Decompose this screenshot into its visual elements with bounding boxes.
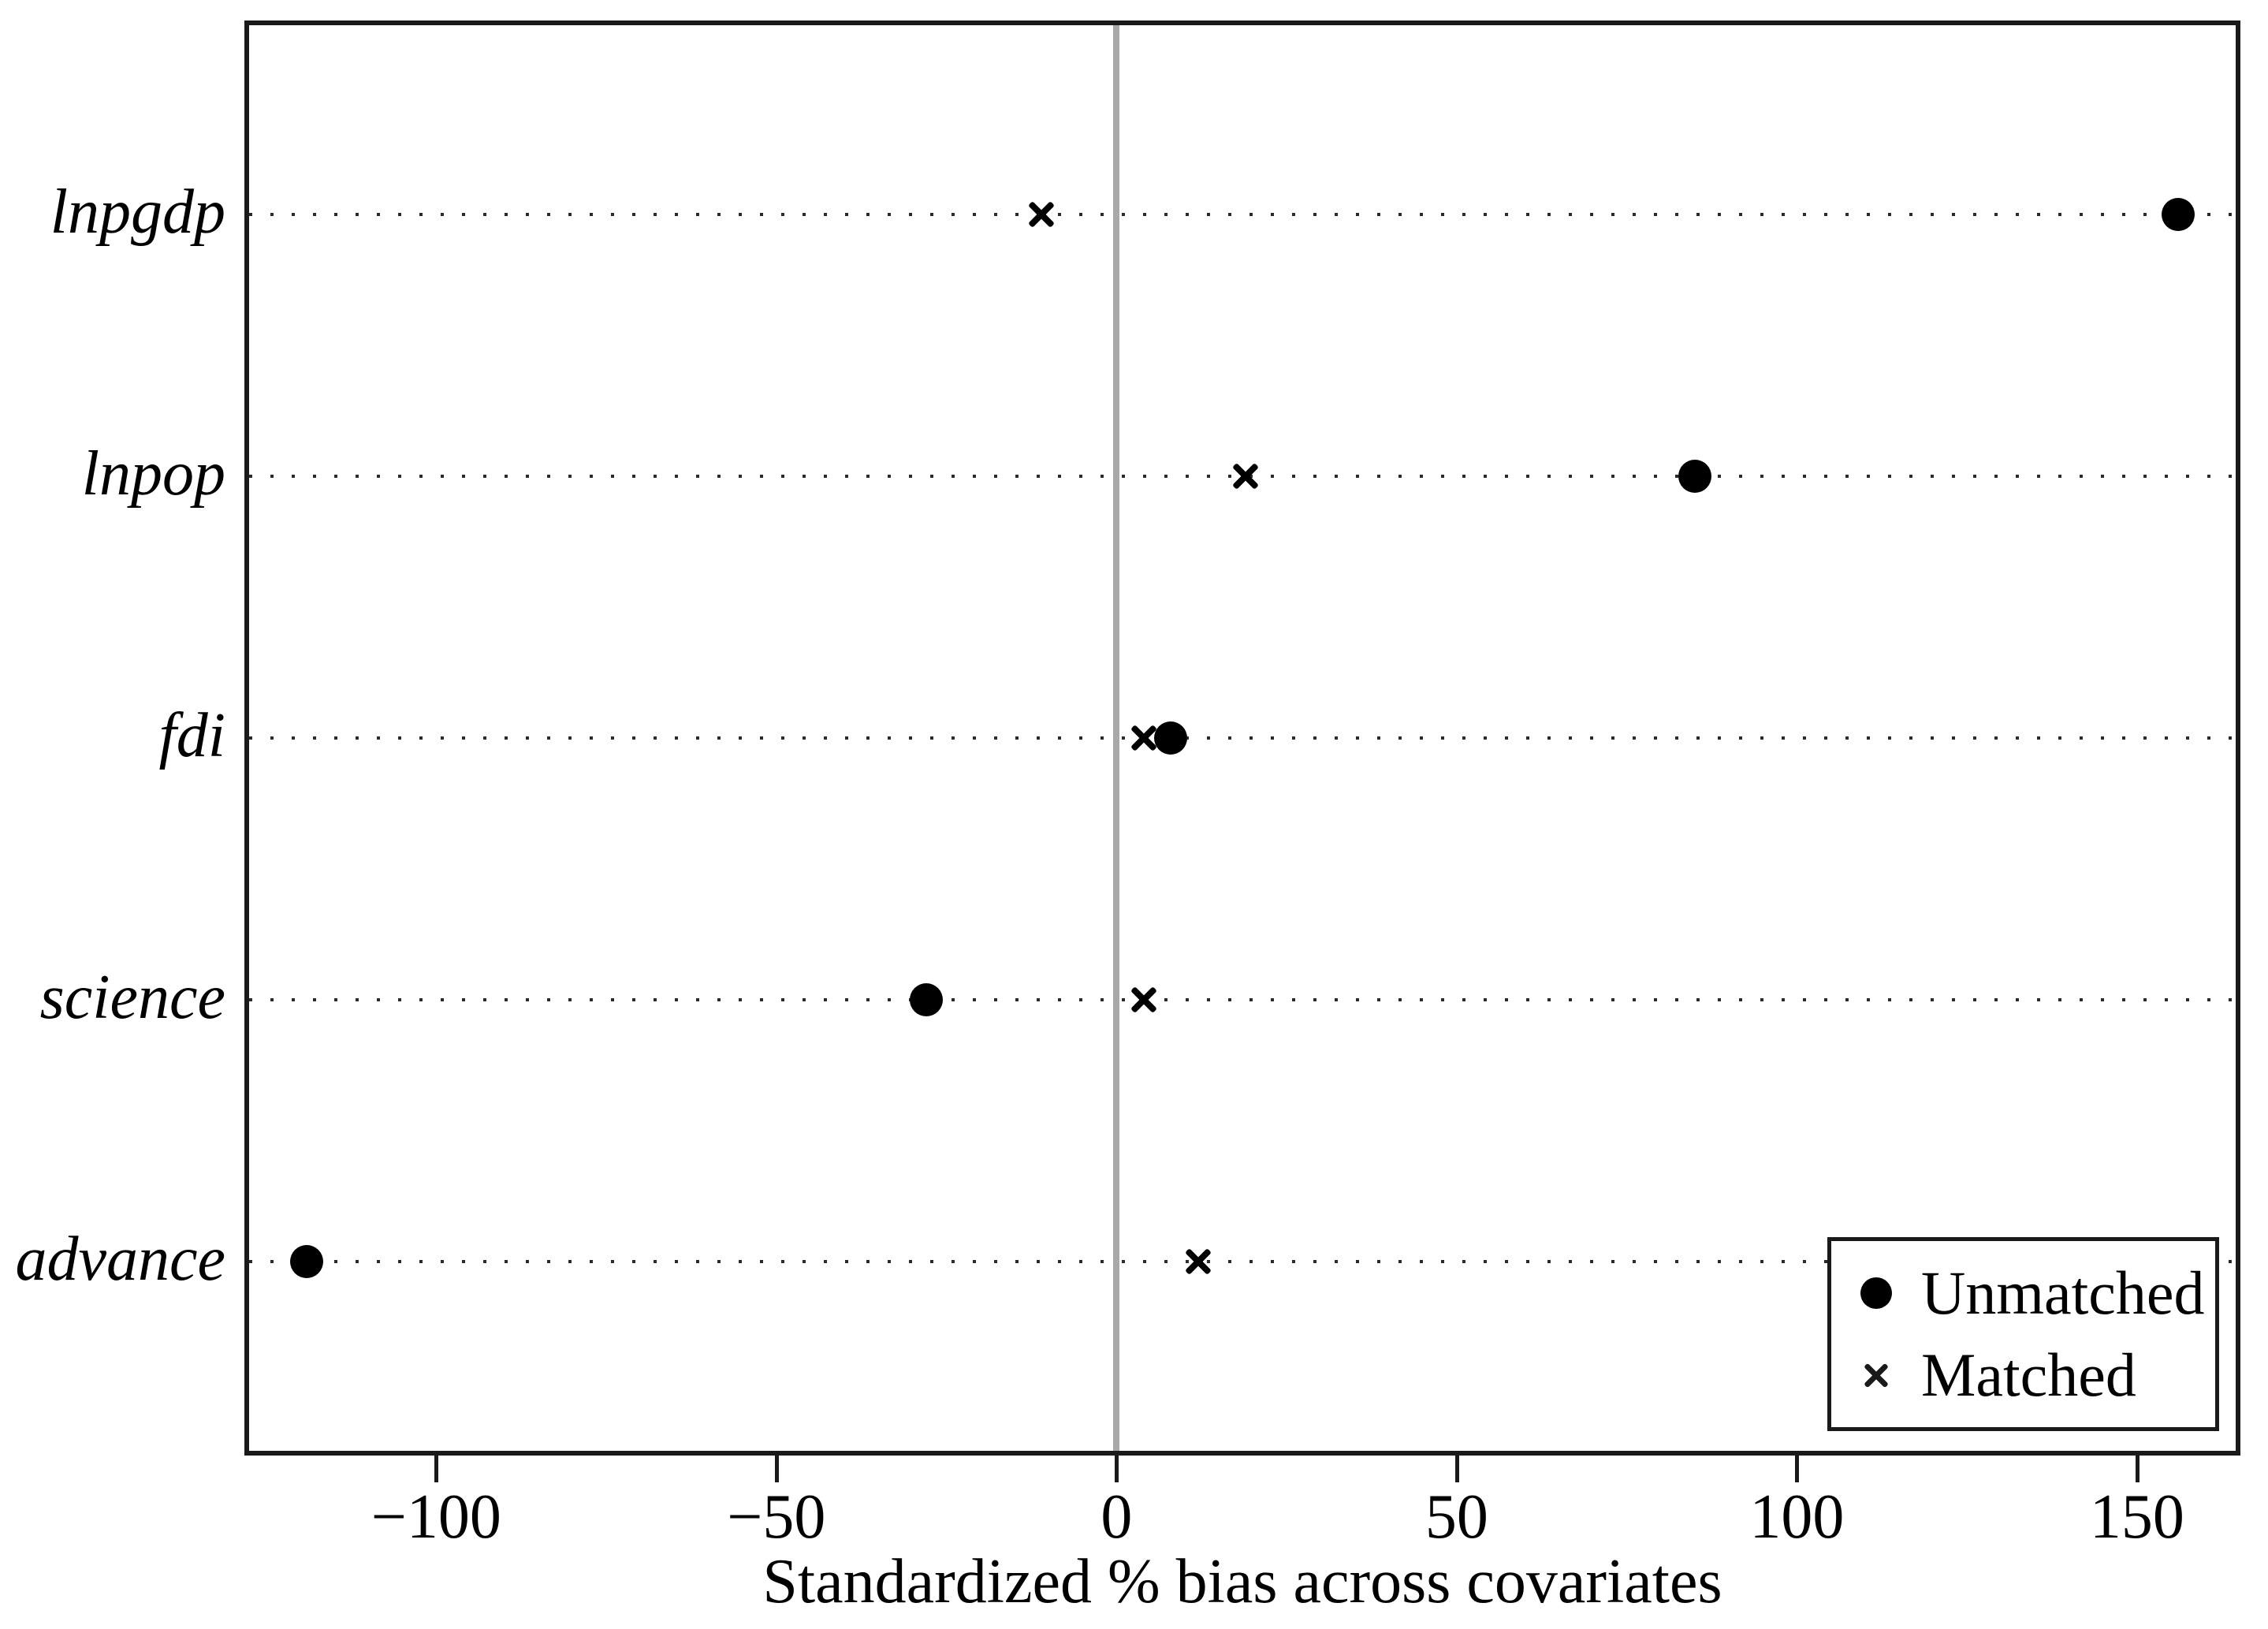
x-tick-label-100: 100	[1749, 1482, 1845, 1552]
marker-matched-science	[1130, 986, 1158, 1014]
gridline-fdi	[249, 736, 2236, 740]
gridline-lnpgdp	[249, 213, 2236, 217]
x-tick-label-150: 150	[2089, 1482, 2184, 1552]
legend-marker-cell	[1852, 1277, 1901, 1309]
x-tick-150	[2135, 1456, 2140, 1482]
legend: Unmatched Matched	[1827, 1237, 2219, 1431]
legend-item-unmatched: Unmatched	[1852, 1262, 2215, 1324]
x-axis-ticks	[249, 1456, 2236, 1487]
y-label-lnpgdp: lnpgdp	[50, 177, 225, 248]
x-tick-50	[1454, 1456, 1459, 1482]
x-tick--50	[774, 1456, 779, 1482]
x-tick-100	[1795, 1456, 1800, 1482]
x-marker-icon	[1863, 1362, 1890, 1389]
marker-unmatched-science	[909, 982, 943, 1016]
x-axis-tick-labels: −100 −50 0 50 100 150	[249, 1485, 2236, 1556]
marker-unmatched-lnpgdp	[2161, 198, 2195, 232]
marker-unmatched-advance	[290, 1244, 324, 1278]
y-label-science: science	[39, 962, 225, 1032]
zero-reference-line	[1113, 25, 1120, 1451]
circle-marker-icon	[1860, 1277, 1892, 1309]
marker-matched-advance	[1184, 1247, 1212, 1276]
x-axis-title: Standardized % bias across covariates	[762, 1547, 1722, 1616]
x-tick-label-50: 50	[1424, 1482, 1488, 1552]
gridline-science	[249, 997, 2236, 1001]
legend-label: Unmatched	[1921, 1258, 2205, 1327]
plot-inner	[249, 25, 2236, 1451]
marker-matched-lnpgdp	[1027, 200, 1056, 229]
legend-marker-cell	[1852, 1362, 1901, 1389]
marker-unmatched-fdi	[1154, 721, 1188, 755]
x-tick-label--50: −50	[727, 1482, 826, 1552]
legend-item-matched: Matched	[1852, 1344, 2215, 1406]
x-tick-label-0: 0	[1100, 1482, 1133, 1552]
y-label-advance: advance	[15, 1224, 225, 1294]
marker-matched-fdi	[1130, 724, 1158, 752]
legend-label: Matched	[1921, 1340, 2136, 1409]
x-tick-0	[1115, 1456, 1119, 1482]
marker-matched-lnpop	[1231, 462, 1260, 490]
plot-area	[244, 21, 2240, 1456]
gridline-advance	[249, 1259, 2236, 1263]
marker-unmatched-lnpop	[1678, 460, 1711, 494]
x-tick--100	[434, 1456, 439, 1482]
y-label-lnpop: lnpop	[81, 439, 225, 509]
x-tick-label--100: −100	[371, 1482, 501, 1552]
y-label-fdi: fdi	[158, 700, 225, 770]
